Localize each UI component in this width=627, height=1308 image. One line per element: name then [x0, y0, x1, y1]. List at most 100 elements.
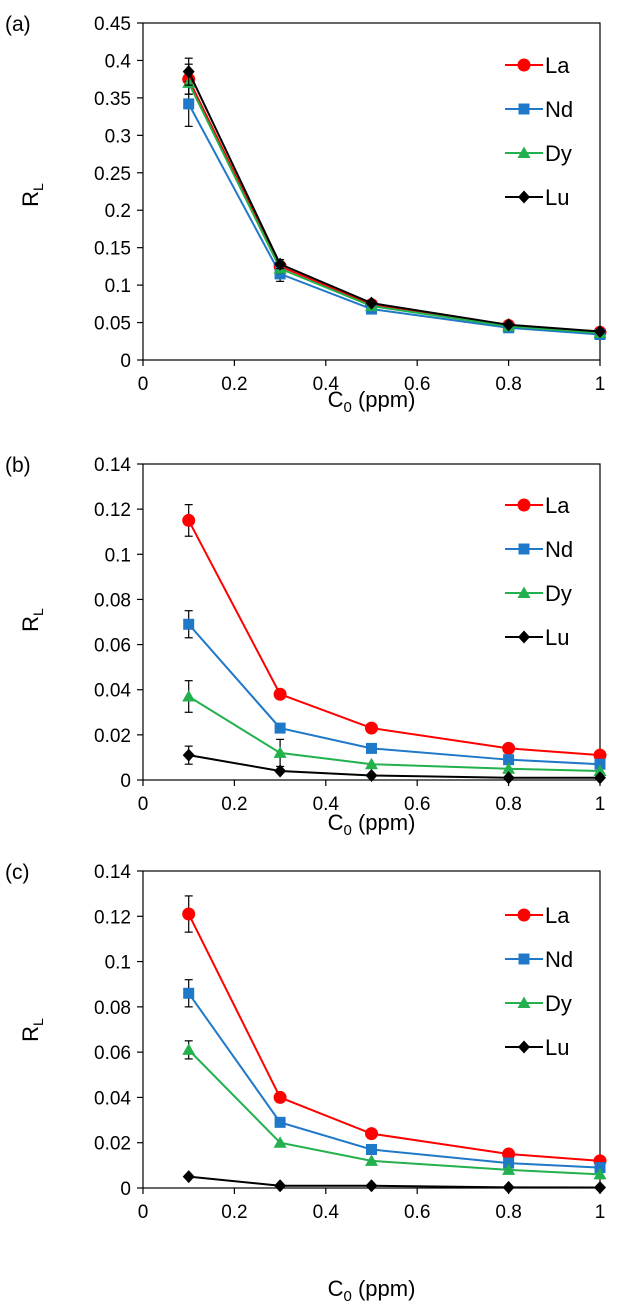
legend-label: Nd: [545, 97, 573, 122]
y-tick-label: 0.02: [94, 726, 131, 747]
legend-marker: [517, 996, 531, 1008]
data-point: [365, 768, 378, 782]
x-tick-label: 0.6: [404, 794, 430, 815]
x-tick-label: 0.4: [313, 794, 340, 815]
data-point: [502, 1147, 516, 1161]
legend-marker: [517, 586, 531, 598]
data-point: [594, 771, 606, 785]
y-tick-label: 0.04: [94, 1088, 131, 1109]
y-tick-label: 0: [120, 351, 131, 372]
x-tick-label: 1: [595, 374, 606, 395]
legend-item-La: La: [505, 493, 570, 518]
data-point: [183, 98, 195, 110]
legend-marker: [517, 908, 531, 922]
legend-marker: [518, 953, 530, 965]
legend-item-La: La: [505, 903, 570, 928]
legend-item-Nd: Nd: [505, 947, 573, 972]
data-point: [274, 722, 286, 734]
legend-label: Lu: [545, 625, 569, 650]
legend-item-Lu: Lu: [505, 185, 569, 210]
data-point: [593, 748, 607, 762]
series-line: [187, 82, 601, 335]
series-Nd: [183, 610, 606, 770]
legend-item-Nd: Nd: [505, 537, 573, 562]
x-tick-label: 0: [138, 374, 149, 395]
data-point: [183, 987, 195, 999]
x-tick-label: 0: [138, 794, 149, 815]
y-tick-label: 0.12: [94, 907, 131, 928]
x-tick-label: 0.8: [495, 1202, 521, 1223]
legend-label: Nd: [545, 947, 573, 972]
series-line: [188, 754, 600, 779]
y-tick-label: 0.1: [105, 545, 131, 566]
data-point: [182, 513, 196, 527]
data-point: [503, 1157, 515, 1169]
data-point: [593, 1167, 607, 1180]
data-point: [273, 746, 287, 758]
legend: La Nd Dy Lu: [505, 903, 573, 1060]
data-point: [503, 754, 515, 766]
y-tick-label: 0.3: [105, 126, 131, 147]
y-tick-label: 0.04: [94, 681, 131, 702]
y-tick-label: 0.06: [94, 1043, 131, 1064]
y-tick-label: 0.08: [94, 998, 131, 1019]
data-point: [365, 1179, 378, 1193]
x-tick-label: 0.6: [404, 1202, 430, 1223]
data-point: [182, 689, 196, 702]
data-point: [502, 1180, 515, 1194]
data-point: [273, 687, 287, 701]
data-point: [502, 741, 516, 755]
legend-marker: [518, 103, 530, 115]
series-La: [182, 504, 607, 762]
x-tick-label: 1: [595, 1202, 606, 1223]
series-line: [187, 103, 601, 336]
data-point: [183, 618, 195, 630]
y-tick-label: 0.25: [94, 164, 131, 185]
data-point: [502, 1163, 516, 1175]
x-tick-label: 0.6: [404, 374, 430, 395]
data-point: [182, 1043, 196, 1055]
data-point: [502, 318, 515, 332]
x-tick-label: 0.8: [495, 374, 521, 395]
series-Dy: [182, 680, 607, 776]
legend-label: La: [545, 903, 570, 928]
x-tick-label: 0: [138, 1202, 149, 1223]
legend-marker: [517, 498, 531, 512]
x-tick-label: 1: [595, 794, 606, 815]
y-tick-label: 0.06: [94, 636, 131, 657]
series-line: [187, 78, 601, 334]
legend-marker: [517, 58, 531, 72]
legend-label: La: [545, 493, 570, 518]
data-point: [274, 764, 287, 778]
legend-label: Dy: [545, 141, 572, 166]
data-point: [182, 907, 196, 921]
data-point: [274, 257, 287, 271]
data-point: [502, 762, 516, 774]
y-tick-label: 0.14: [94, 862, 131, 883]
y-tick-label: 0.1: [105, 276, 131, 297]
data-point: [366, 742, 377, 754]
y-tick-label: 0: [120, 771, 131, 792]
x-tick-label: 0.2: [221, 374, 247, 395]
series-Nd: [183, 80, 606, 341]
legend-label: Dy: [545, 991, 572, 1016]
y-axis-title: RL: [18, 183, 46, 207]
series-line: [187, 623, 601, 766]
legend-item-Nd: Nd: [505, 97, 573, 122]
data-point: [365, 296, 378, 310]
legend-label: Dy: [545, 581, 572, 606]
x-tick-label: 0.8: [495, 794, 521, 815]
x-tick-label: 0.2: [221, 794, 247, 815]
y-tick-label: 0.14: [94, 455, 131, 476]
data-point: [182, 748, 195, 762]
x-axis-title: C0 (ppm): [328, 1276, 416, 1305]
series-Dy: [182, 71, 607, 339]
x-tick-label: 0.4: [313, 374, 340, 395]
y-axis-title: RL: [18, 608, 46, 632]
series-line: [187, 992, 601, 1169]
series-Lu: [182, 745, 606, 785]
panel-1: (b) 0 0.02 0.04 0.06 0.08 0.1 0.12 0.14 0 0.2 0.4 0.…: [5, 454, 607, 839]
x-tick-label: 0.4: [313, 1202, 340, 1223]
series-Lu: [182, 1170, 606, 1195]
legend: La Nd Dy Lu: [505, 493, 573, 650]
